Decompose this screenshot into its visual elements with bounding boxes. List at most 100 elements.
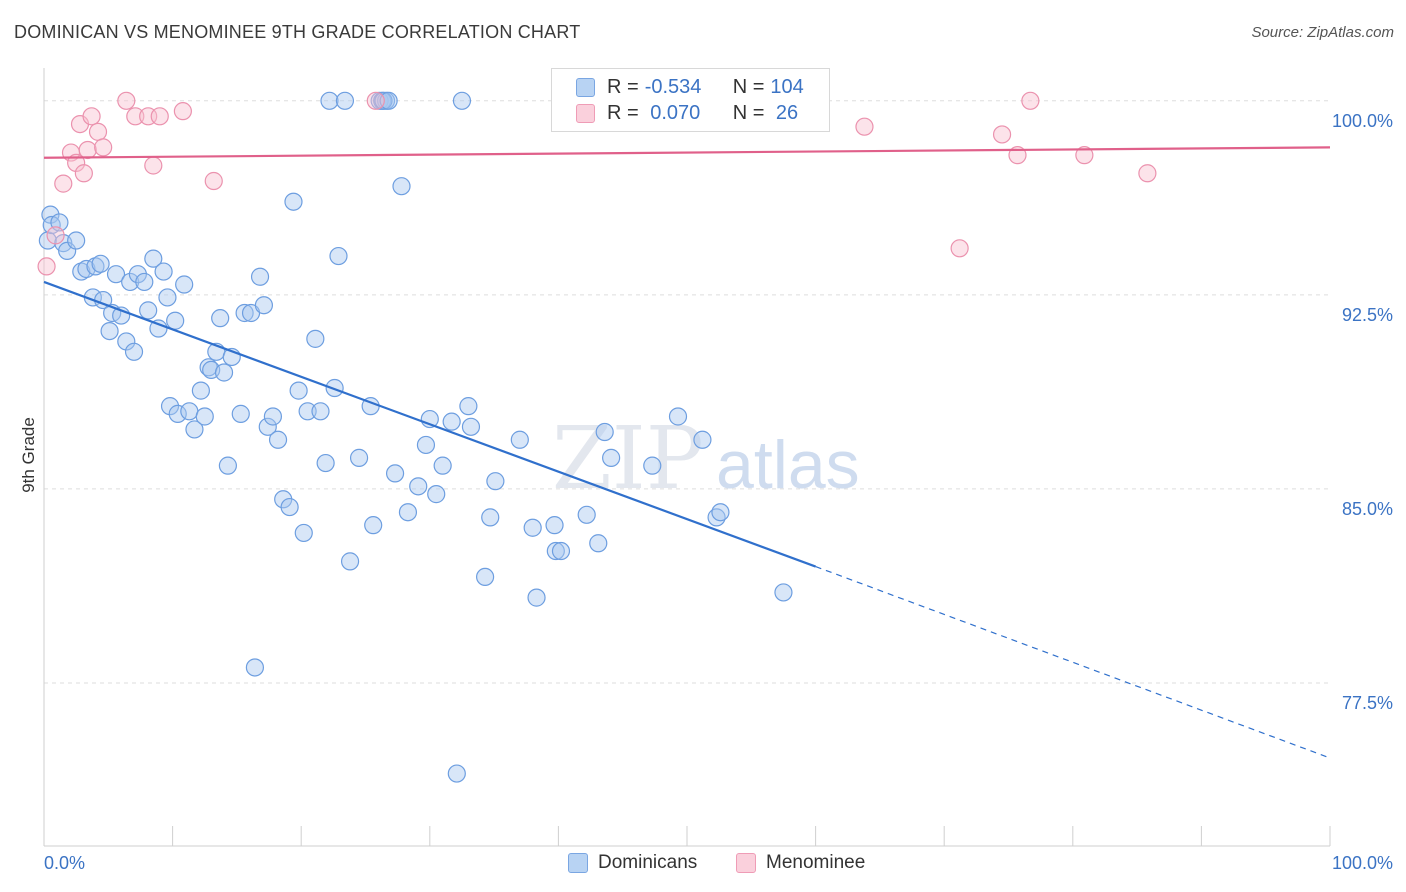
dominicans-point [329,246,348,266]
dominicans-point [214,363,234,382]
dominicans-point [340,552,360,571]
dominicans-point [510,430,529,449]
dominicans-point [452,91,472,110]
dominicans-point [459,397,478,416]
dominicans-point [268,430,288,449]
dominicans-point [442,412,461,431]
dominicans-point [374,91,393,110]
dominicans-point [546,541,565,561]
dominicans-point [392,177,411,196]
dominicans-point [711,503,730,522]
dominicans-point [245,658,265,677]
n-label: N = [732,75,765,98]
dominicans-point [447,764,466,783]
points-layer [37,91,1157,783]
dominicans-point [280,497,299,517]
trend-layer [43,146,1331,759]
axes-layer [43,68,1331,847]
menominee-point [204,171,223,191]
n-value: 26 [770,101,799,124]
dominicans-point [211,309,230,328]
y-tick-label: 92.5% [1342,305,1393,325]
dominicans-point [379,91,398,110]
dominicans-point [433,456,452,475]
menominee-point [54,174,73,193]
dominicans-point [180,402,199,421]
dominicans-point [154,262,173,281]
dominicans-point [774,583,793,602]
dominicans-point [527,588,546,607]
legend-label-dominicans: Dominicans [598,852,698,873]
dominicans-point [668,407,688,426]
legend-label-menominee: Menominee [766,852,866,873]
dominicans-point [693,430,712,449]
dominicans-point [643,456,662,475]
dominicans-point [191,381,210,400]
dominicans-point [86,257,105,276]
dominicans-point [139,301,158,320]
dominicans-point [91,254,110,273]
source-label: Source: ZipAtlas.com [1251,24,1394,41]
menominee-point [88,122,108,141]
dominicans-point [168,404,187,423]
dominicans-point [254,296,274,315]
dominicans-point [398,503,418,522]
menominee-point [74,164,93,183]
menominee-point [173,102,192,121]
dominicans-point [149,319,168,338]
menominee-point [78,140,97,160]
watermark-atlas: atlas [716,427,860,503]
menominee-point [46,226,65,245]
dominicans-point [135,272,154,292]
menominee-swatch [736,853,756,873]
dominicans-point [364,516,383,535]
stats-legend: R = -0.534 N = 104 R = 0.070 N = 26 [551,68,830,132]
x-tick-label: 100.0% [1332,853,1393,873]
menominee-point [1075,146,1094,165]
watermark-zip: ZIP [552,409,704,509]
dominicans-point [100,321,119,341]
legend-item-dominicans: Dominicans [568,852,697,874]
n-label: N = [732,101,765,124]
dominicans-point [602,448,621,467]
dominicans-point [461,417,481,436]
y-tick-label: 85.0% [1342,499,1393,519]
menominee-point [126,107,145,126]
dominicans-point [263,407,283,426]
dominicans-point [124,342,144,361]
stats-row-menominee: R = 0.070 N = 26 [576,100,798,126]
dominicans-point [235,303,254,323]
dominicans-point [158,288,177,307]
menominee-point [144,156,163,175]
dominicans-point [121,272,140,292]
dominicans-point [481,508,500,527]
y-axis-label: 9th Grade [19,417,38,493]
r-label: R = [607,101,639,124]
dominicans-point [106,265,126,284]
dominicans-point [231,404,250,423]
watermark: ZIP atlas [552,409,860,509]
dominicans-point [316,453,335,473]
menominee-point [94,138,113,157]
dominicans-point [486,472,505,491]
menominee-point [1021,91,1040,110]
menominee-point [117,91,136,110]
dominicans-point [311,402,330,421]
dominicans-point [166,311,185,330]
dominicans-point [58,241,77,260]
dominicans-point [523,518,542,537]
dominicans-point [175,275,194,294]
dominicans-point [589,534,608,553]
labels-layer: 100.0% 92.5% 85.0% 77.5% 0.0% 100.0% 9th Grade [19,111,1393,873]
dominicans-point [144,249,163,268]
dominicans-point [385,464,405,483]
dominicans-swatch [576,77,595,97]
n-value: 104 [770,75,804,98]
dominicans-point [349,448,369,467]
dominicans-point [409,477,428,496]
dominicans-point [250,267,270,286]
menominee-point [855,117,874,136]
dominicans-point [577,505,596,524]
dominicans-point [595,422,614,442]
dominicans-point [545,516,564,535]
